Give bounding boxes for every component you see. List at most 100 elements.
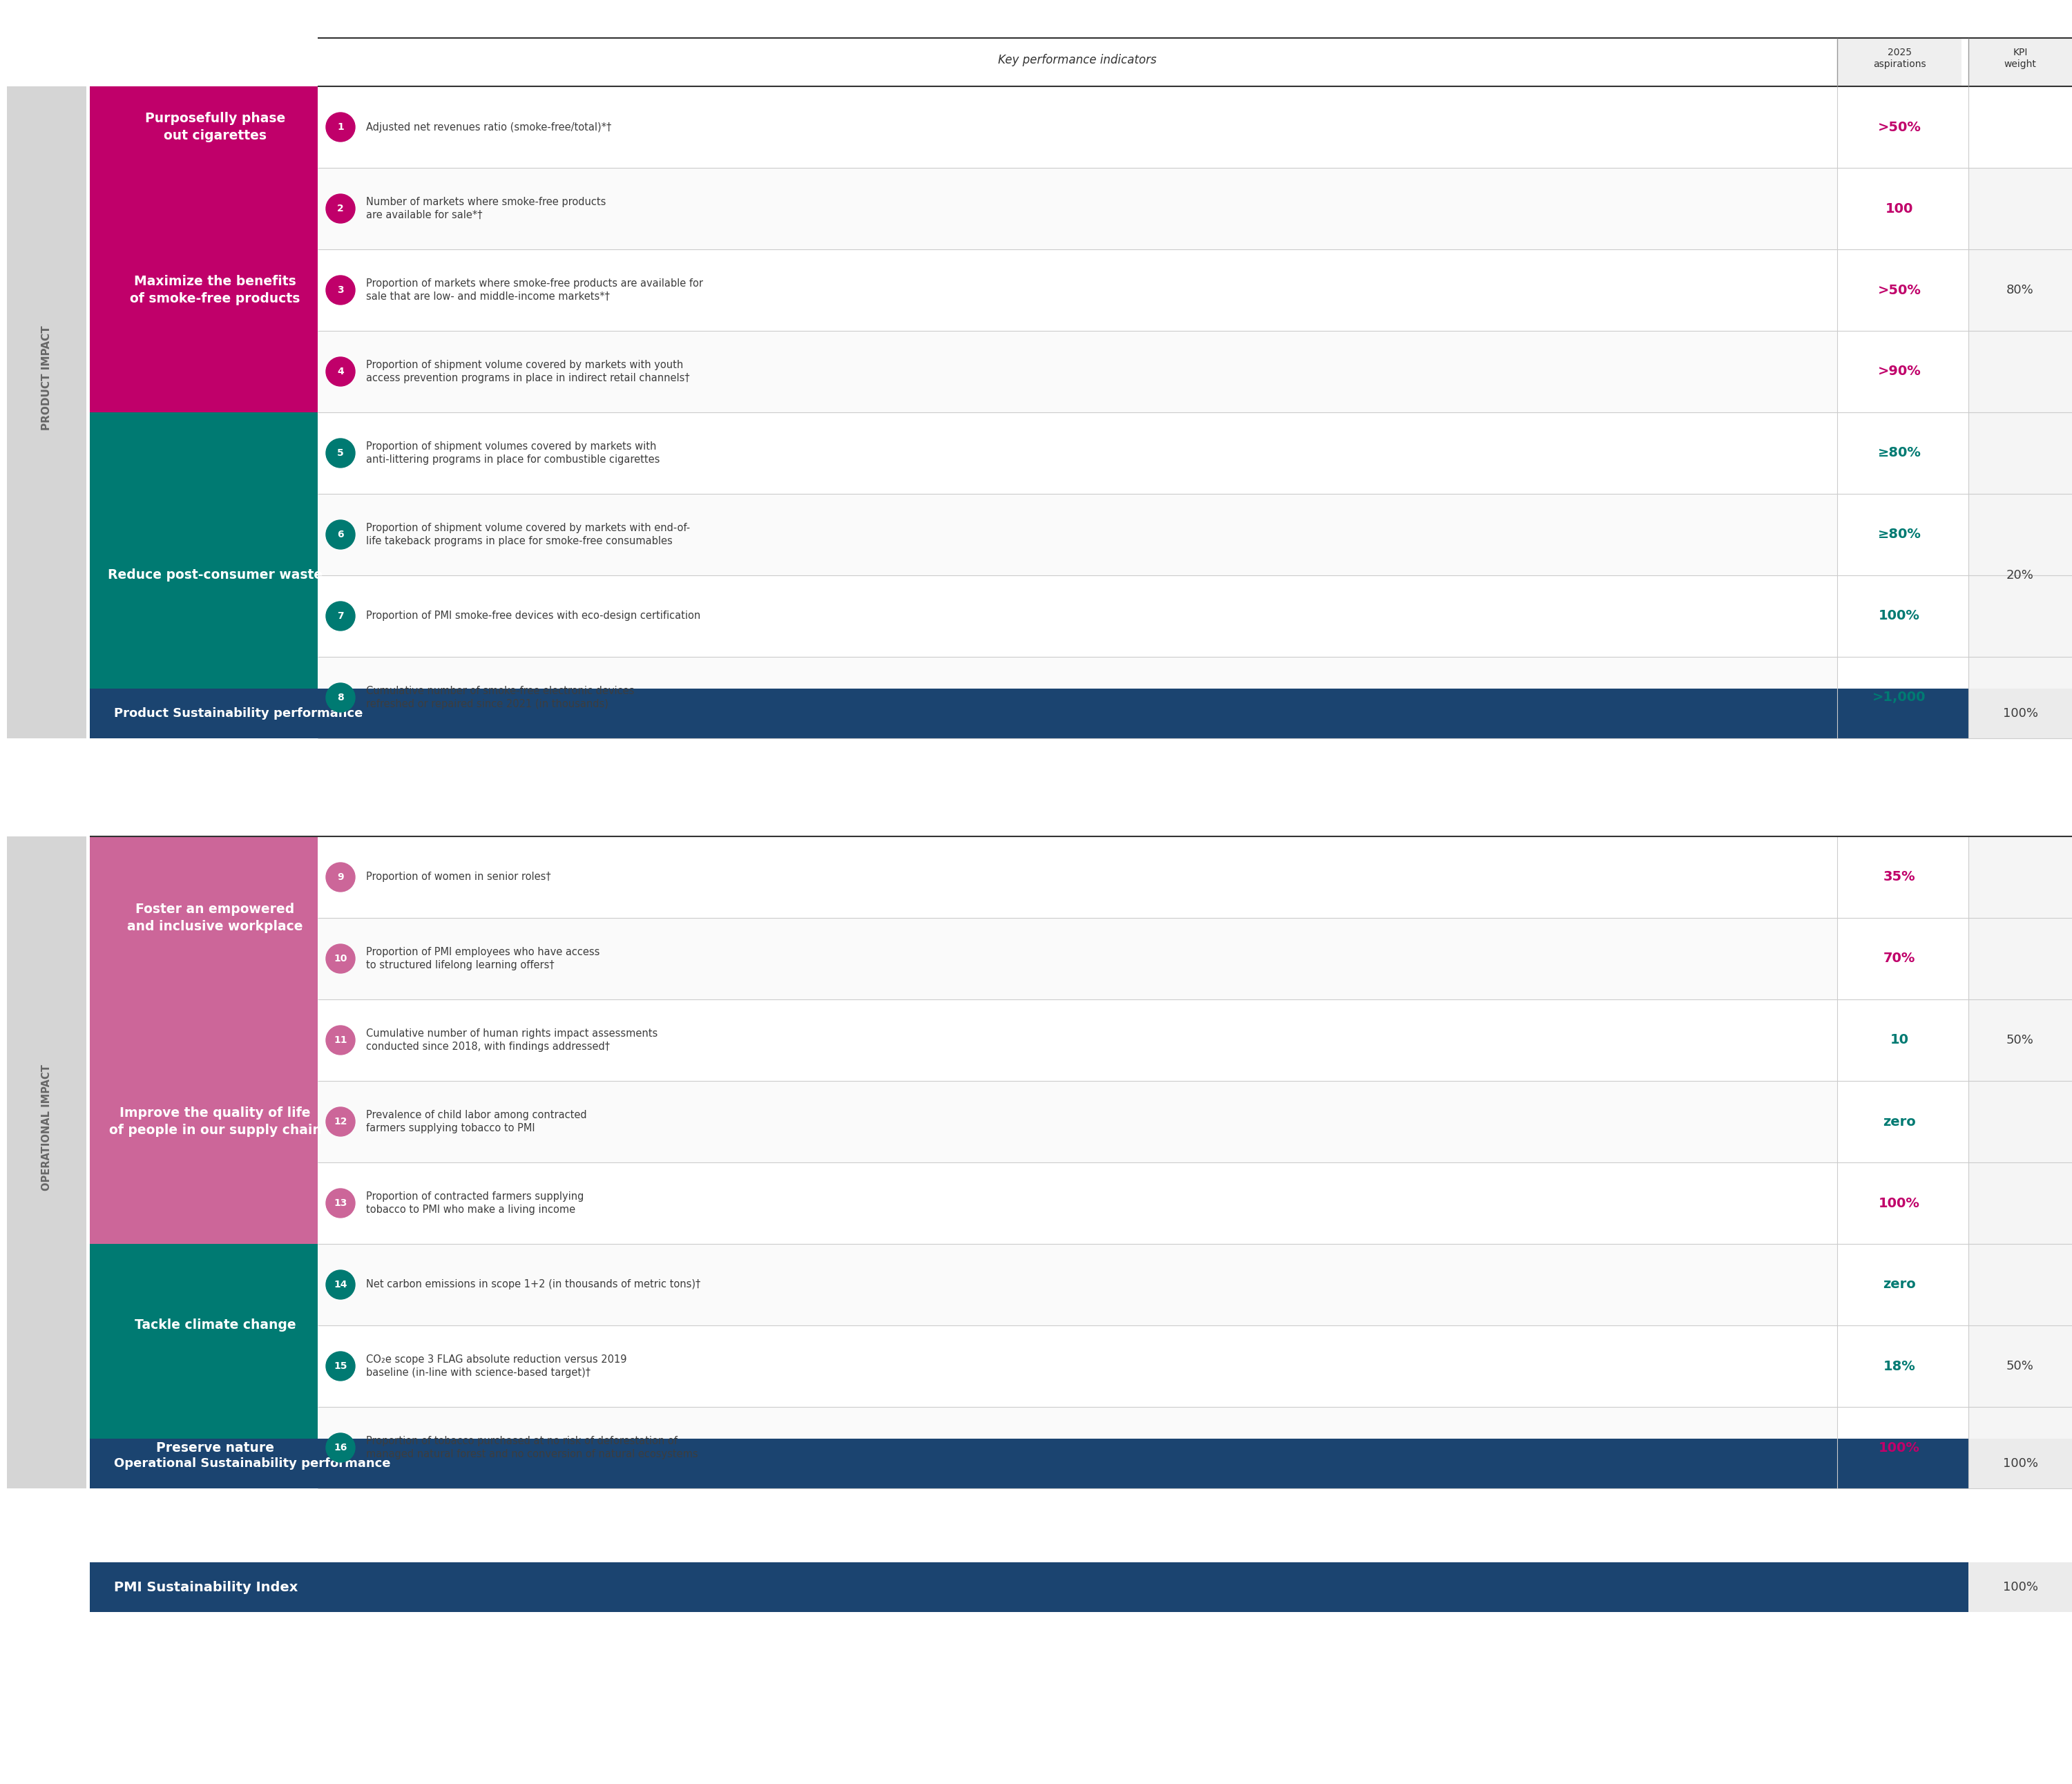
Text: Adjusted net revenues ratio (smoke-free/total)*†: Adjusted net revenues ratio (smoke-free/…: [367, 121, 611, 132]
Text: Proportion of shipment volume covered by markets with end-of-
life takeback prog: Proportion of shipment volume covered by…: [367, 523, 690, 546]
Bar: [317, 657, 1838, 739]
Text: Preserve nature: Preserve nature: [155, 1441, 274, 1454]
Text: Tackle climate change: Tackle climate change: [135, 1318, 296, 1333]
Circle shape: [325, 601, 354, 630]
Text: Proportion of markets where smoke-free products are available for
sale that are : Proportion of markets where smoke-free p…: [367, 278, 702, 301]
Bar: [89, 1563, 1968, 1613]
Bar: [89, 1243, 317, 1408]
Circle shape: [325, 357, 354, 385]
Bar: [89, 86, 317, 168]
Text: ≥80%: ≥80%: [1877, 528, 1921, 541]
Bar: [317, 250, 1838, 330]
Bar: [89, 999, 317, 1243]
Text: 100%: 100%: [2002, 1581, 2037, 1593]
Bar: [1968, 1243, 2072, 1488]
Text: 100%: 100%: [2002, 1458, 2037, 1470]
Circle shape: [325, 1188, 354, 1218]
Text: KPI
weight: KPI weight: [2004, 48, 2037, 70]
Bar: [1968, 37, 2072, 86]
Text: Key performance indicators: Key performance indicators: [999, 54, 1156, 66]
Text: Proportion of tobacco purchased at no risk of deforestation of
managed natural f: Proportion of tobacco purchased at no ri…: [367, 1436, 698, 1459]
Bar: [317, 168, 1838, 250]
Text: 50%: 50%: [2006, 1359, 2035, 1372]
Text: 1: 1: [338, 123, 344, 132]
Text: 6: 6: [338, 530, 344, 539]
Text: Cumulative number of human rights impact assessments
conducted since 2018, with : Cumulative number of human rights impact…: [367, 1028, 657, 1053]
Text: 16: 16: [334, 1443, 348, 1452]
Text: Prevalence of child labor among contracted
farmers supplying tobacco to PMI: Prevalence of child labor among contract…: [367, 1110, 586, 1133]
Text: 35%: 35%: [1883, 871, 1915, 883]
Text: CO₂e scope 3 FLAG absolute reduction versus 2019
baseline (in-line with science-: CO₂e scope 3 FLAG absolute reduction ver…: [367, 1354, 626, 1377]
Bar: [317, 1243, 1838, 1326]
Text: Cumulative number of smoke-free electronic devices
refreshed or repaired since 2: Cumulative number of smoke-free electron…: [367, 685, 634, 710]
Text: 100%: 100%: [1879, 1197, 1921, 1210]
Text: >50%: >50%: [1877, 284, 1921, 296]
Text: >90%: >90%: [1877, 366, 1921, 378]
Text: 15: 15: [334, 1361, 348, 1370]
Text: 100%: 100%: [1879, 1441, 1921, 1454]
Bar: [1968, 837, 2072, 1243]
Circle shape: [325, 439, 354, 467]
Circle shape: [325, 1026, 354, 1054]
Text: Operational Sustainability performance: Operational Sustainability performance: [114, 1458, 390, 1470]
Text: 8: 8: [338, 692, 344, 703]
Text: >50%: >50%: [1877, 121, 1921, 134]
Text: Net carbon emissions in scope 1+2 (in thousands of metric tons)†: Net carbon emissions in scope 1+2 (in th…: [367, 1279, 700, 1290]
Bar: [89, 1438, 1968, 1488]
Text: 20%: 20%: [2006, 569, 2035, 582]
Bar: [89, 689, 1968, 739]
Text: Improve the quality of life
of people in our supply chain: Improve the quality of life of people in…: [110, 1106, 321, 1136]
Text: Proportion of shipment volumes covered by markets with
anti-littering programs i: Proportion of shipment volumes covered b…: [367, 441, 659, 466]
Text: 5: 5: [338, 448, 344, 458]
Bar: [1968, 1563, 2072, 1613]
Text: Product Sustainability performance: Product Sustainability performance: [114, 706, 363, 719]
Text: 80%: 80%: [2006, 284, 2035, 296]
Text: 9: 9: [338, 872, 344, 881]
Text: 2025
aspirations: 2025 aspirations: [1873, 48, 1925, 70]
Bar: [317, 330, 1838, 412]
Text: 14: 14: [334, 1279, 348, 1290]
Bar: [89, 168, 317, 412]
Circle shape: [325, 863, 354, 892]
Text: Proportion of PMI smoke-free devices with eco-design certification: Proportion of PMI smoke-free devices wit…: [367, 610, 700, 621]
Text: Number of markets where smoke-free products
are available for sale*†: Number of markets where smoke-free produ…: [367, 196, 605, 221]
Text: ≥80%: ≥80%: [1877, 446, 1921, 460]
Bar: [317, 1163, 1838, 1243]
Bar: [1968, 689, 2072, 739]
Text: >1,000: >1,000: [1873, 690, 1927, 705]
Bar: [317, 837, 1838, 919]
Text: 12: 12: [334, 1117, 348, 1126]
Circle shape: [325, 1433, 354, 1463]
Circle shape: [325, 944, 354, 972]
Bar: [317, 412, 1838, 494]
Text: 11: 11: [334, 1035, 348, 1045]
Text: 2: 2: [338, 203, 344, 214]
Bar: [1968, 168, 2072, 412]
Bar: [89, 837, 317, 999]
Text: 7: 7: [338, 612, 344, 621]
Bar: [1968, 412, 2072, 739]
Circle shape: [325, 275, 354, 305]
Bar: [317, 999, 1838, 1081]
Text: 50%: 50%: [2006, 1035, 2035, 1047]
Text: Proportion of shipment volume covered by markets with youth
access prevention pr: Proportion of shipment volume covered by…: [367, 360, 690, 384]
Text: 18%: 18%: [1883, 1359, 1915, 1372]
Text: 100%: 100%: [1879, 610, 1921, 623]
Bar: [1838, 37, 1962, 86]
Bar: [317, 494, 1838, 574]
Text: Reduce post-consumer waste: Reduce post-consumer waste: [108, 569, 323, 582]
Bar: [317, 919, 1838, 999]
Text: Proportion of PMI employees who have access
to structured lifelong learning offe: Proportion of PMI employees who have acc…: [367, 947, 599, 970]
Circle shape: [325, 1352, 354, 1381]
Bar: [89, 1408, 317, 1488]
Text: Foster an empowered
and inclusive workplace: Foster an empowered and inclusive workpl…: [126, 903, 303, 933]
Circle shape: [325, 194, 354, 223]
Bar: [317, 86, 1838, 168]
Text: zero: zero: [1883, 1115, 1917, 1127]
Text: 10: 10: [1890, 1033, 1908, 1047]
Bar: [317, 1408, 1838, 1488]
Bar: [317, 574, 1838, 657]
Text: Proportion of contracted farmers supplying
tobacco to PMI who make a living inco: Proportion of contracted farmers supplyi…: [367, 1192, 584, 1215]
Bar: [6, 837, 87, 1488]
Text: 10: 10: [334, 954, 348, 963]
